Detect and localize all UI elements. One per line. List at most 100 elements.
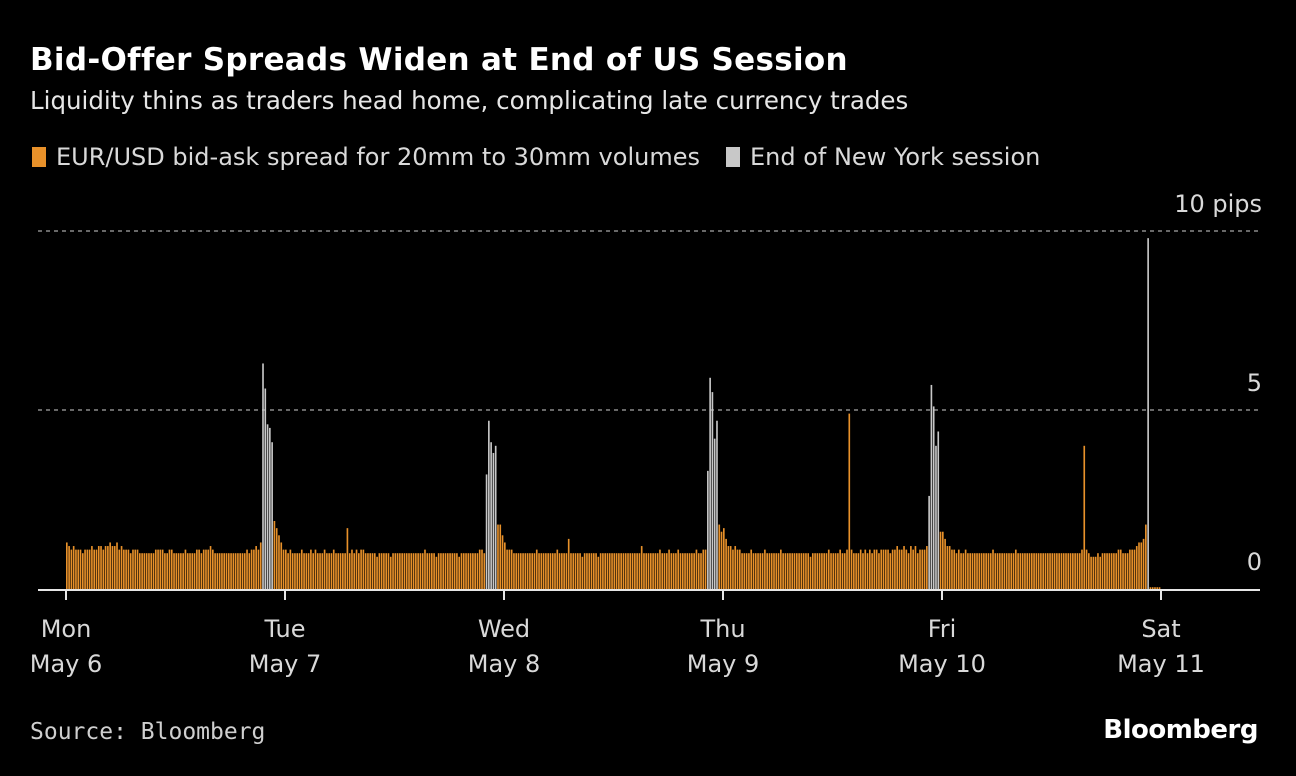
bar-spread [889, 553, 892, 589]
bar-spread [661, 553, 664, 589]
bar-spread [535, 549, 538, 589]
bar-spread [66, 542, 68, 589]
legend-item-spread: EUR/USD bid-ask spread for 20mm to 30mm … [32, 143, 700, 171]
bar-spread [132, 549, 134, 589]
bar-spread [1094, 556, 1097, 589]
bar-spread [588, 553, 591, 589]
bar-spread [419, 553, 422, 589]
bar-spread [599, 553, 602, 589]
bar-spread [68, 546, 70, 589]
bar-spread [431, 553, 433, 589]
bar-spread [1076, 553, 1079, 589]
bar-spread [558, 553, 561, 589]
bar-spread [72, 546, 75, 589]
bar-spread [218, 553, 221, 589]
bar-spread [517, 553, 520, 589]
bar-spread [111, 546, 114, 589]
bar-spread [830, 553, 832, 589]
legend: EUR/USD bid-ask spread for 20mm to 30mm … [32, 143, 1066, 171]
bar-spread [134, 549, 137, 589]
bar-spread [478, 549, 481, 589]
bar-spread [255, 546, 257, 589]
bar-spread [636, 553, 638, 589]
bar-spread [1090, 556, 1092, 589]
bar-spread [640, 546, 643, 589]
bar-spread [392, 553, 394, 589]
bar-spread [373, 553, 376, 589]
bar-spread [81, 553, 84, 589]
bar-spread [862, 553, 864, 589]
bar-spread [433, 553, 435, 589]
bar-spread [442, 553, 445, 589]
y-tick-label: 0 [1247, 548, 1262, 576]
bar-spread [1026, 553, 1029, 589]
bar-spread [780, 549, 782, 589]
bar-spread [563, 553, 565, 589]
bar-spread [634, 553, 636, 589]
bar-spread [775, 553, 778, 589]
bar-spread [1151, 587, 1154, 589]
bar-spread [983, 553, 985, 589]
bar-spread [832, 553, 835, 589]
bar-spread [754, 553, 757, 589]
bar-spread [353, 553, 356, 589]
bar-spread [127, 549, 130, 589]
bar-spread [551, 553, 554, 589]
bar-spread [896, 546, 899, 589]
bar-spread [321, 553, 324, 589]
bar-spread [332, 549, 335, 589]
bar-spread [939, 531, 942, 589]
bar-spread [964, 549, 967, 589]
bar-spread [1097, 553, 1099, 589]
bar-spread [567, 538, 570, 589]
bar-spread [524, 553, 527, 589]
bar-spread [145, 553, 148, 589]
bar-spread [428, 553, 431, 589]
bar-spread [339, 553, 342, 589]
bar-spread [141, 553, 143, 589]
bar-spread [1019, 553, 1022, 589]
bar-spread [296, 553, 299, 589]
bar-spread [225, 553, 228, 589]
bar-spread [592, 553, 595, 589]
bar-spread [1037, 553, 1040, 589]
bar-spread [942, 531, 944, 589]
bar-spread [291, 553, 294, 589]
bar-spread [1154, 587, 1156, 589]
bar-spread [175, 553, 178, 589]
bar-spread [1138, 542, 1140, 589]
bar-spread [287, 553, 289, 589]
bar-spread [750, 549, 753, 589]
bar-spread [342, 553, 344, 589]
bar-spread [70, 549, 73, 589]
bar-spread [189, 553, 191, 589]
bar-spread [729, 546, 732, 589]
bar-spread [389, 556, 392, 589]
bar-spread [572, 553, 575, 589]
bar-spread [586, 553, 588, 589]
bar-spread [364, 553, 367, 589]
bar-spread [957, 549, 960, 589]
bar-session-end [492, 452, 495, 589]
bar-spread [396, 553, 399, 589]
bar-spread [880, 549, 883, 589]
bar-spread [209, 546, 212, 589]
bar-spread [647, 553, 650, 589]
bar-spread [116, 542, 118, 589]
bar-spread [294, 553, 296, 589]
bar-spread [894, 549, 896, 589]
bar-spread [346, 528, 349, 589]
bar-spread [1012, 553, 1015, 589]
bar-spread [1010, 553, 1013, 589]
bar-spread [989, 553, 992, 589]
bar-spread [1008, 553, 1010, 589]
bar-spread [1083, 445, 1086, 589]
bar-spread [855, 553, 857, 589]
bar-spread [410, 553, 413, 589]
bar-spread [214, 553, 216, 589]
bar-spread [383, 553, 385, 589]
bar-spread [86, 549, 89, 589]
bar-session-end [711, 392, 714, 589]
bar-spread [150, 553, 153, 589]
y-tick-label: 5 [1247, 369, 1262, 397]
